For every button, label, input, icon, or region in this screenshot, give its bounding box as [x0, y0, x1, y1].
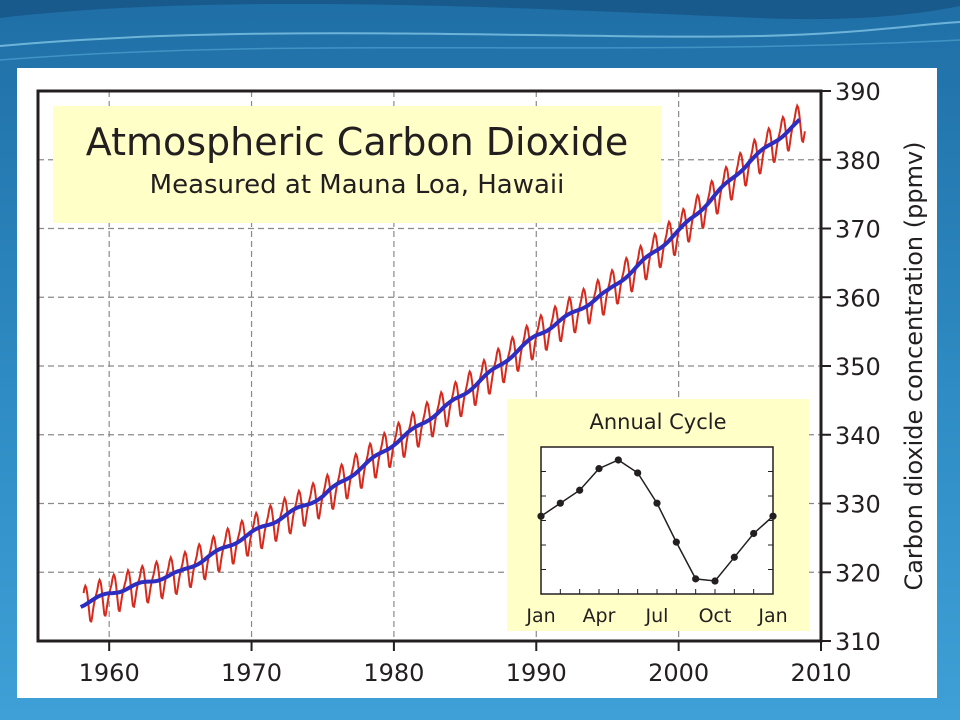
annual-cycle-point [556, 499, 564, 507]
x-tick-label: 2000 [648, 659, 709, 687]
y-tick-label: 350 [835, 353, 881, 381]
inset-series [537, 456, 777, 585]
annual-cycle-point [595, 465, 603, 473]
data-series [79, 103, 806, 623]
annual-cycle-point [576, 486, 584, 494]
title-box: Atmospheric Carbon Dioxide Measured at M… [53, 106, 661, 223]
chart-panel: 1960 1970 1980 1990 2000 2010 310 320 330 340 350 3… [17, 68, 937, 698]
chart-subtitle: Measured at Mauna Loa, Hawaii [149, 170, 565, 200]
y-tick-label: 330 [835, 491, 881, 519]
x-tick-label: 1990 [506, 659, 567, 687]
y-tick-label: 380 [835, 147, 881, 175]
y-tick-label: 340 [835, 422, 881, 450]
chart-title: Atmospheric Carbon Dioxide [85, 120, 629, 164]
inset-x-tick-label: Jul [645, 605, 669, 627]
annual-cycle-point [634, 469, 642, 477]
inset-x-tick-label: Jan [525, 605, 555, 627]
x-tick-label: 1960 [79, 659, 140, 687]
annual-cycle-chart: Annual Cycle Jan Apr Jul Oct Jan [525, 410, 787, 627]
inset-x-tick-label: Apr [583, 605, 616, 627]
y-tick-label: 360 [835, 284, 881, 312]
inset-title: Annual Cycle [589, 410, 726, 434]
annual-cycle-point [769, 512, 777, 520]
annual-cycle-inset: Annual Cycle Jan Apr Jul Oct Jan [507, 399, 809, 631]
tick-labels: 1960 1970 1980 1990 2000 2010 310 320 330 340 350 3… [79, 78, 881, 687]
y-tick-label: 320 [835, 559, 881, 587]
y-tick-label: 370 [835, 216, 881, 244]
y-axis-label: Carbon dioxide concentration (ppmv) [900, 141, 928, 590]
annual-cycle-point [711, 577, 719, 585]
x-tick-label: 1970 [221, 659, 282, 687]
inset-tick-labels: Jan Apr Jul Oct Jan [525, 605, 787, 627]
y-tick-label: 390 [835, 78, 881, 106]
annual-cycle-point [750, 529, 758, 538]
x-tick-label: 1980 [363, 659, 424, 687]
annual-cycle-point [653, 499, 661, 507]
x-tick-label: 2010 [790, 659, 851, 687]
annual-cycle-point [730, 553, 738, 561]
annual-cycle-point [672, 538, 680, 546]
annual-trend-line [79, 118, 801, 609]
annual-cycle-point [537, 512, 545, 520]
inset-x-tick-label: Oct [699, 605, 732, 627]
axis-ticks [108, 90, 831, 651]
annual-cycle-point [614, 456, 622, 464]
annual-cycle-point [692, 575, 700, 583]
inset-frame [540, 446, 774, 595]
inset-x-tick-label: Jan [757, 605, 787, 627]
y-tick-label: 310 [835, 628, 881, 656]
